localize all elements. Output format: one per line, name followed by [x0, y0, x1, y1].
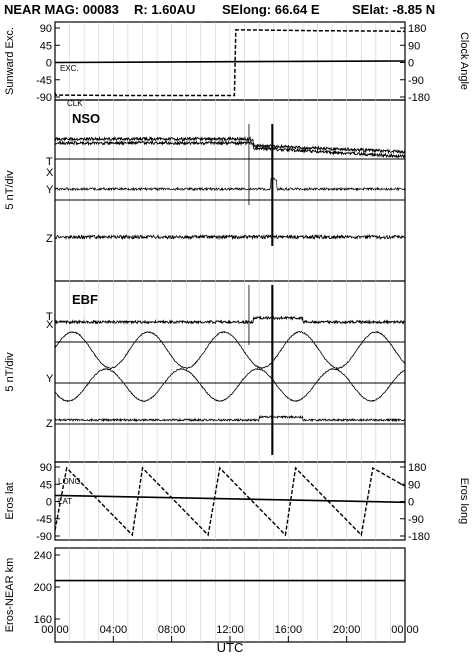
- series-line-exc: [54, 60, 406, 64]
- series-label-long: LONG: [58, 477, 81, 486]
- eros-angles-ytick-label-2: 0: [46, 497, 52, 509]
- nso-trace-x: [54, 139, 406, 159]
- series-label-clk: CLK: [67, 99, 83, 108]
- ebf-traces: [54, 285, 406, 455]
- y-axis-label-nso: 5 nT/div: [4, 170, 16, 210]
- sunward-ytick-label-1: 45: [40, 40, 52, 52]
- eros-angles-ytick-label-4: -90: [36, 531, 52, 543]
- title-radius: R: 1.60AU: [134, 2, 195, 17]
- series-line-long: [54, 466, 406, 537]
- sunward-ticks: 90 45 0 -45 -90 180 90 0 -90 -180: [36, 23, 430, 104]
- eros-angles-ytick-label-1: 45: [40, 479, 52, 491]
- sunward-ytick-label-r-4: -180: [408, 92, 430, 104]
- eros-near-ytick-label-0: 240: [34, 550, 52, 562]
- gridlines: [69, 22, 391, 642]
- ebf-trace-label-t: T: [46, 311, 53, 323]
- title-selong: SElong: 66.64 E: [222, 2, 320, 17]
- y-axis-label-eros-long: Eros long: [458, 478, 470, 524]
- eros-angles-ticks: 90 45 0 -45 -90 180 90 0 -90 -180: [36, 462, 430, 543]
- sunward-ytick-label-r-3: -90: [408, 75, 424, 87]
- y-axis-label-sunward: Sunward Exc.: [4, 27, 16, 95]
- eros-angles-ytick-label-r-4: -180: [408, 531, 430, 543]
- x-tick-label-6: 00:00: [391, 624, 419, 636]
- ebf-trace-label-z: Z: [46, 418, 53, 430]
- y-axis-label-eros-lat: Eros lat: [4, 482, 16, 519]
- sunward-ytick-label-r-0: 180: [408, 23, 426, 35]
- sunward-ytick-label-r-2: 0: [408, 58, 414, 70]
- eros-angles-ytick-label-3: -45: [36, 514, 52, 526]
- title-mission: NEAR MAG: 00083: [4, 2, 119, 17]
- title-selat: SElat: -8.85 N: [352, 2, 435, 17]
- sunward-ytick-label-0: 90: [40, 23, 52, 35]
- x-tick-label-5: 20:00: [333, 624, 361, 636]
- ebf-trace-y: [54, 367, 406, 403]
- x-tick-label-3: 12:00: [216, 624, 244, 636]
- x-tick-label-4: 16:00: [275, 624, 303, 636]
- nso-trace-label-x: X: [46, 167, 54, 179]
- eros-angles-ytick-label-r-1: 90: [408, 479, 420, 491]
- sunward-ytick-label-3: -45: [36, 75, 52, 87]
- x-tick-label-0: 00:00: [41, 624, 69, 636]
- nso-trace-label-y: Y: [46, 184, 54, 196]
- eros-near-ticks: 240 200 160: [34, 550, 60, 626]
- sunward-ytick-label-r-1: 90: [408, 40, 420, 52]
- nso-trace-t: [54, 136, 406, 155]
- x-tick-label-2: 08:00: [158, 624, 186, 636]
- sunward-ytick-label-2: 0: [46, 58, 52, 70]
- series-line-clk: [54, 29, 406, 97]
- series-line-lat: [54, 494, 406, 504]
- eros-angles-ytick-label-r-2: 0: [408, 497, 414, 509]
- nso-trace-label-t: T: [46, 156, 53, 168]
- eros-angles-ytick-label-r-0: 180: [408, 462, 426, 474]
- nso-trace-label-z: Z: [46, 233, 53, 245]
- x-tick-label-1: 04:00: [100, 624, 128, 636]
- ebf-trace-label-y: Y: [46, 373, 54, 385]
- nso-trace-y: [54, 177, 405, 192]
- sunward-ytick-label-4: -90: [36, 92, 52, 104]
- series-label-lat: LAT: [58, 497, 72, 506]
- ebf-trace-t: [54, 315, 406, 325]
- y-axis-label-ebf: 5 nT/div: [4, 352, 16, 392]
- eros-angles-ytick-label-r-3: -90: [408, 514, 424, 526]
- ebf-trace-x: [54, 330, 406, 370]
- ebf-trace-z: [54, 414, 406, 423]
- y-axis-label-clock: Clock Angle: [458, 32, 470, 90]
- nso-traces: [54, 124, 406, 246]
- y-axis-label-eros-near: Eros-NEAR km: [4, 558, 16, 633]
- eros-near-ytick-label-1: 200: [34, 582, 52, 594]
- ebf-trace-label-x: X: [46, 319, 54, 331]
- x-axis-ticks: 00:00 04:00 08:00 12:00 16:00 20:00 00:00: [41, 624, 419, 642]
- x-axis-label: UTC: [217, 640, 244, 655]
- panel-label-ebf: EBF: [72, 292, 98, 307]
- panel-label-nso: NSO: [72, 111, 100, 126]
- eros-near-ytick-label-2: 160: [34, 614, 52, 626]
- eros-angles-ytick-label-0: 90: [40, 462, 52, 474]
- nso-trace-z: [54, 233, 406, 241]
- series-label-exc: EXC.: [60, 64, 79, 73]
